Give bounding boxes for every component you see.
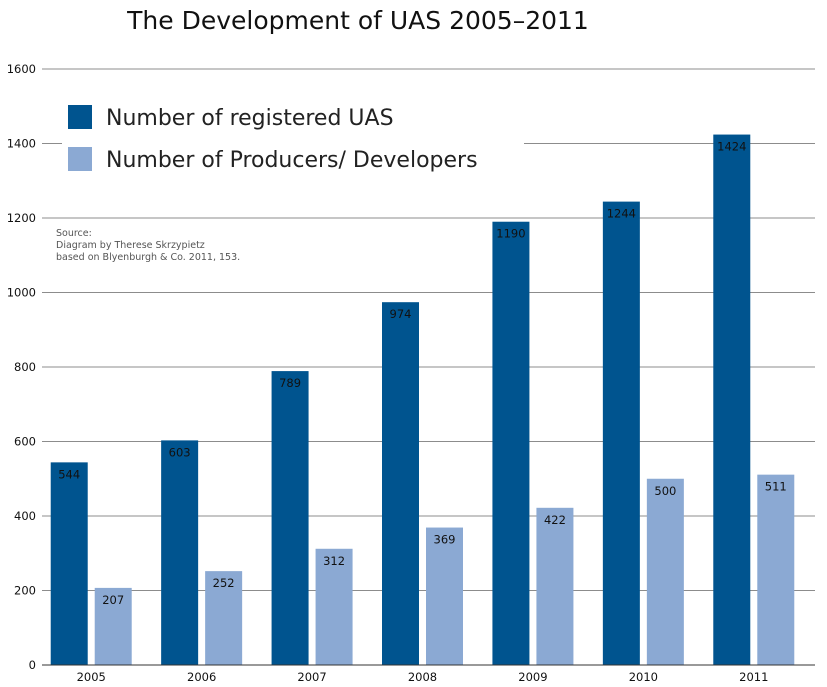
data-label: 369 <box>434 533 456 547</box>
data-label: 422 <box>544 513 566 527</box>
x-tick-label: 2008 <box>408 670 437 684</box>
bar-producers <box>646 478 684 665</box>
data-label: 252 <box>213 576 235 590</box>
source-note-line: Diagram by Therese Skrzypietz <box>56 240 205 251</box>
x-tick-label: 2010 <box>629 670 658 684</box>
bar-producers <box>315 548 353 665</box>
bars <box>50 134 795 666</box>
y-tick-label: 1600 <box>7 62 36 76</box>
y-tick-label: 0 <box>29 658 36 672</box>
x-tick-label: 2006 <box>187 670 216 684</box>
chart-title: The Development of UAS 2005–2011 <box>127 6 589 35</box>
bar-registered-uas <box>50 462 88 665</box>
x-tick-label: 2007 <box>297 670 326 684</box>
data-label: 312 <box>323 554 345 568</box>
legend: Number of registered UAS Number of Produ… <box>62 96 524 186</box>
legend-swatch-producers <box>68 147 92 171</box>
x-tick-label: 2011 <box>739 670 768 684</box>
y-tick-label: 1200 <box>7 211 36 225</box>
bar-producers <box>205 571 243 665</box>
legend-label-registered-uas: Number of registered UAS <box>106 106 394 131</box>
bar-registered-uas <box>271 371 309 665</box>
data-label: 511 <box>765 480 787 494</box>
bar-registered-uas <box>382 302 419 665</box>
legend-label-producers: Number of Producers/ Developers <box>106 148 478 173</box>
legend-background <box>62 96 524 186</box>
data-label: 1424 <box>717 140 746 154</box>
x-tick-label: 2009 <box>518 670 547 684</box>
bar-registered-uas <box>161 440 199 665</box>
y-tick-label: 600 <box>14 435 36 449</box>
data-label: 974 <box>390 307 412 321</box>
bar-registered-uas <box>492 221 530 665</box>
bar-producers <box>94 587 132 665</box>
bar-producers <box>426 527 463 665</box>
source-note-background <box>50 224 260 266</box>
legend-swatch-registered-uas <box>68 105 92 129</box>
y-tick-label: 200 <box>14 584 36 598</box>
data-label: 1190 <box>496 227 525 241</box>
y-tick-label: 1400 <box>7 137 36 151</box>
source-note: Source: Diagram by Therese Skrzypietz ba… <box>50 224 260 266</box>
data-label: 789 <box>279 376 301 390</box>
bar-producers <box>536 507 574 665</box>
data-label: 544 <box>58 467 80 481</box>
data-label: 1244 <box>607 207 636 221</box>
y-axis-ticks: 0 200 400 600 800 1000 1200 1400 1600 <box>7 62 36 672</box>
y-tick-label: 1000 <box>7 286 36 300</box>
bar-registered-uas <box>713 134 751 665</box>
bar-producers <box>757 474 795 665</box>
data-label: 603 <box>169 445 191 459</box>
source-note-line: Source: <box>56 228 92 239</box>
y-tick-label: 400 <box>14 509 36 523</box>
bar-registered-uas <box>602 201 640 666</box>
data-label: 500 <box>654 484 676 498</box>
y-tick-label: 800 <box>14 360 36 374</box>
x-tick-label: 2005 <box>77 670 106 684</box>
source-note-line: based on Blyenburgh & Co. 2011, 153. <box>56 252 240 263</box>
x-axis-ticks: 2005 2006 2007 2008 2009 2010 2011 <box>77 670 769 684</box>
data-labels: 544 207 603 252 789 312 974 369 1190 422 1244 500 14… <box>58 140 787 607</box>
data-label: 207 <box>102 593 124 607</box>
